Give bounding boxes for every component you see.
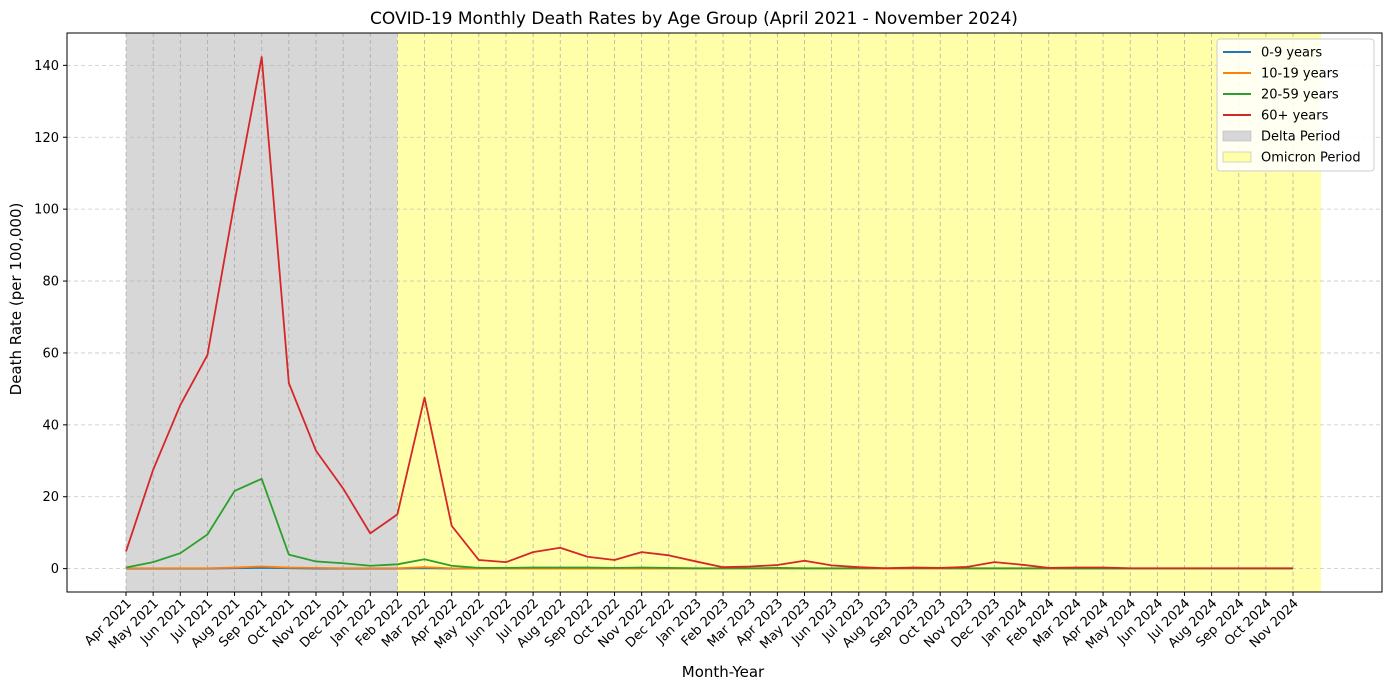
- y-tick-label: 120: [34, 131, 59, 146]
- y-axis: 0 20 40 60 80 100 120 140: [34, 59, 67, 577]
- y-tick-label: 60: [42, 346, 59, 361]
- period-band-0: [126, 33, 398, 592]
- legend-label: 10-19 years: [1261, 67, 1339, 82]
- vertical-gridlines: [125, 33, 1294, 592]
- x-axis-label: Month-Year: [682, 663, 765, 681]
- plot-frame: [66, 32, 1383, 593]
- y-tick-label: 0: [51, 562, 59, 577]
- y-tick-label: 140: [34, 59, 59, 74]
- y-axis-label: Death Rate (per 100,000): [7, 203, 25, 396]
- legend-label: 20-59 years: [1261, 88, 1339, 103]
- legend-label: 60+ years: [1261, 109, 1329, 124]
- legend-label: 0-9 years: [1261, 46, 1322, 61]
- period-shading: [126, 33, 1321, 592]
- series-lines: [125, 56, 1294, 570]
- y-tick-label: 40: [42, 418, 59, 433]
- series-line-2: [125, 477, 1294, 570]
- y-tick-label: 100: [34, 203, 59, 218]
- period-band-1: [397, 33, 1321, 592]
- chart-title: COVID-19 Monthly Death Rates by Age Grou…: [370, 9, 1018, 29]
- legend-box: [1216, 38, 1375, 172]
- series-line-3: [125, 56, 1294, 570]
- legend-label: Delta Period: [1261, 130, 1340, 145]
- y-tick-label: 20: [42, 490, 59, 505]
- legend-patch-swatch: [1222, 130, 1252, 142]
- legend: 0-9 years 10-19 years 20-59 years 60+ years…: [1216, 38, 1375, 172]
- legend-label: Omicron Period: [1261, 151, 1361, 166]
- y-tick-label: 80: [42, 275, 59, 290]
- legend-patch-swatch: [1222, 151, 1252, 163]
